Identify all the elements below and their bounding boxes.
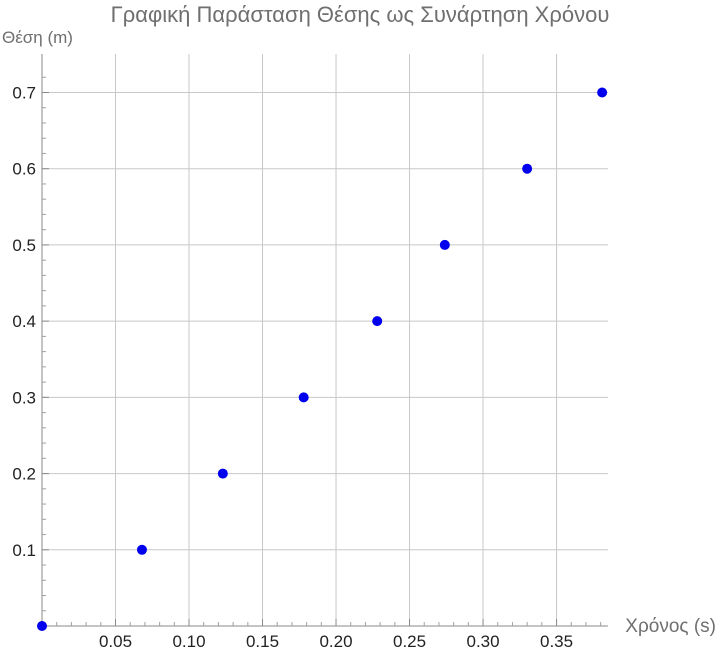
y-tick-label: 0.4 <box>12 312 36 331</box>
data-point <box>37 621 47 631</box>
data-point <box>372 316 383 327</box>
chart-title: Γραφική Παράσταση Θέσης ως Συνάρτηση Χρό… <box>110 2 610 27</box>
data-point <box>597 87 608 98</box>
x-tick-label: 0.15 <box>246 632 279 651</box>
x-tick-label: 0.10 <box>172 632 205 651</box>
data-point <box>217 468 228 479</box>
tick-labels: 0.05 0.10 0.15 0.20 0.25 0.30 0.35 0.1 0.2 0.3 0.4… <box>12 83 573 651</box>
y-tick-label: 0.2 <box>12 465 36 484</box>
y-tick-label: 0.3 <box>12 388 36 407</box>
x-tick-label: 0.20 <box>319 632 352 651</box>
x-tick-label: 0.25 <box>393 632 426 651</box>
data-points <box>37 87 608 631</box>
data-point <box>522 163 533 174</box>
y-tick-label: 0.1 <box>12 541 36 560</box>
data-point <box>136 544 147 555</box>
y-tick-label: 0.6 <box>12 160 36 179</box>
data-point <box>439 239 450 250</box>
x-axis-label: Χρόνος (s) <box>625 616 716 637</box>
y-tick-label: 0.5 <box>12 236 36 255</box>
data-point <box>298 392 309 403</box>
x-tick-label: 0.30 <box>466 632 499 651</box>
ticks <box>42 76 602 626</box>
axes <box>41 54 608 627</box>
y-axis-label: Θέση (m) <box>2 28 73 47</box>
grid-lines <box>42 54 608 626</box>
x-tick-label: 0.35 <box>540 632 573 651</box>
y-tick-label: 0.7 <box>12 83 36 102</box>
x-tick-label: 0.05 <box>99 632 132 651</box>
